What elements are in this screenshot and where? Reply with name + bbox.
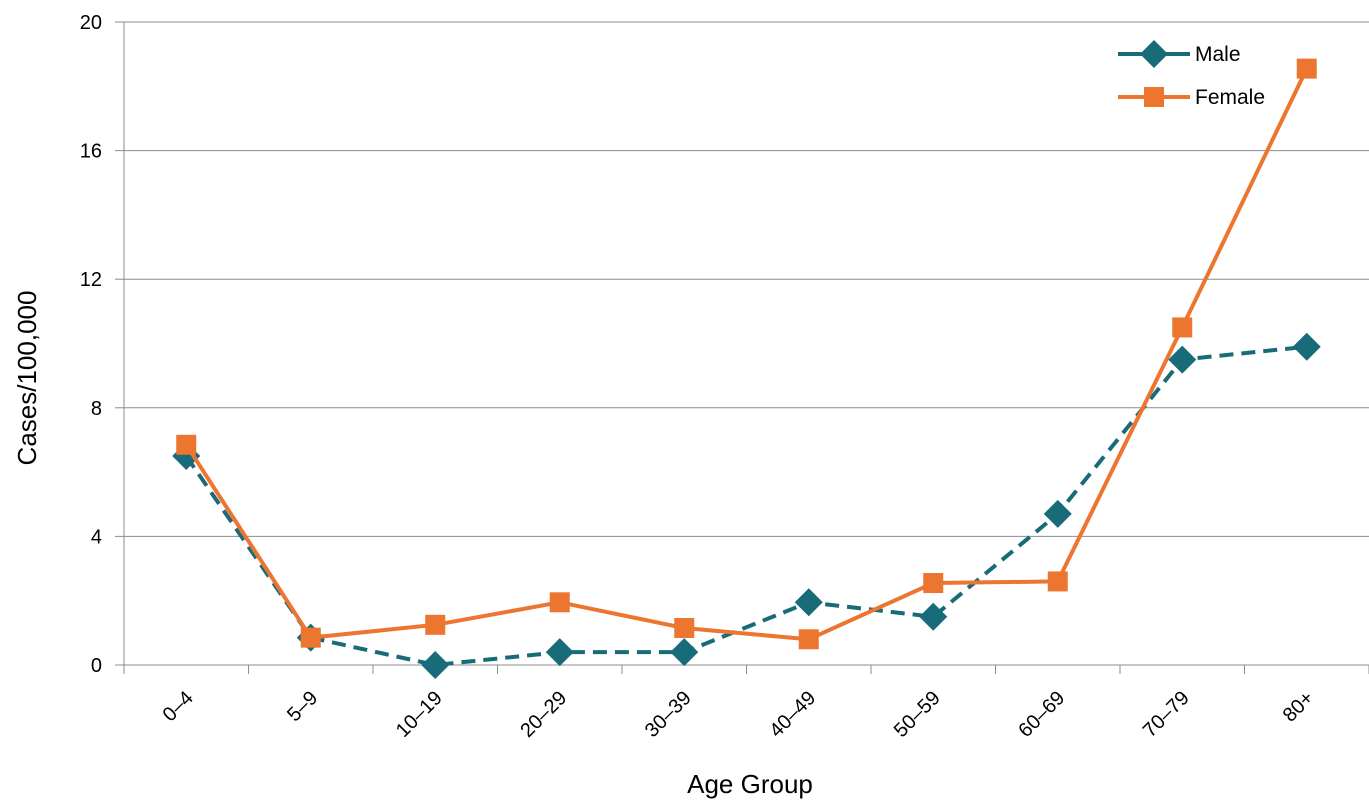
data-point-male (1292, 332, 1321, 361)
legend-swatch-marker (1140, 40, 1168, 68)
x-tick-label: 40–49 (765, 687, 820, 742)
x-tick-label: 80+ (1279, 687, 1319, 727)
x-tick-label: 20–29 (516, 687, 571, 742)
legend-item-female: Female (1118, 86, 1265, 109)
x-tick-label: 70–79 (1139, 687, 1194, 742)
gridlines (124, 21, 1369, 537)
y-tick-label: 16 (80, 141, 102, 163)
legend-swatch-marker (1144, 87, 1164, 107)
data-point-male (794, 588, 823, 617)
data-point-female (176, 434, 197, 455)
x-tick-label: 60–69 (1014, 687, 1069, 742)
y-tick-label: 4 (91, 526, 102, 548)
data-point-male (919, 602, 948, 631)
y-tick-label: 0 (91, 655, 102, 677)
data-point-female (300, 627, 321, 648)
data-point-female (674, 618, 695, 639)
legend: Male Female (1118, 40, 1265, 109)
x-tick-label: 10–19 (392, 687, 447, 742)
y-tick-label: 20 (80, 12, 102, 34)
data-point-female (549, 592, 570, 613)
data-point-male (670, 638, 699, 667)
y-tick-label: 12 (80, 269, 102, 291)
data-point-female (425, 614, 446, 635)
x-tick-label: 30–39 (641, 687, 696, 742)
y-axis-title: Cases/100,000 (12, 291, 42, 466)
data-point-male (545, 638, 574, 667)
legend-label: Female (1195, 86, 1265, 109)
series-layer (172, 58, 1321, 679)
data-point-male (421, 651, 450, 679)
data-point-female (798, 629, 819, 650)
data-point-female (923, 573, 944, 594)
data-point-female (1296, 58, 1317, 79)
x-tick-label: 5–9 (283, 687, 322, 726)
series-line-male (184, 344, 1307, 667)
series-male (172, 332, 1321, 679)
x-axis-title: Age Group (687, 769, 813, 799)
data-point-male (1168, 345, 1197, 374)
legend-item-male: Male (1118, 40, 1241, 68)
y-tick-label: 8 (91, 398, 102, 420)
x-tick-label: 50–59 (890, 687, 945, 742)
x-tick-label: 0–4 (159, 687, 198, 726)
series-female (176, 58, 1317, 650)
legend-label: Male (1195, 43, 1241, 66)
series-line-female (184, 67, 1309, 642)
data-point-female (1172, 317, 1193, 338)
data-point-male (1043, 499, 1072, 528)
data-point-female (1047, 571, 1068, 592)
